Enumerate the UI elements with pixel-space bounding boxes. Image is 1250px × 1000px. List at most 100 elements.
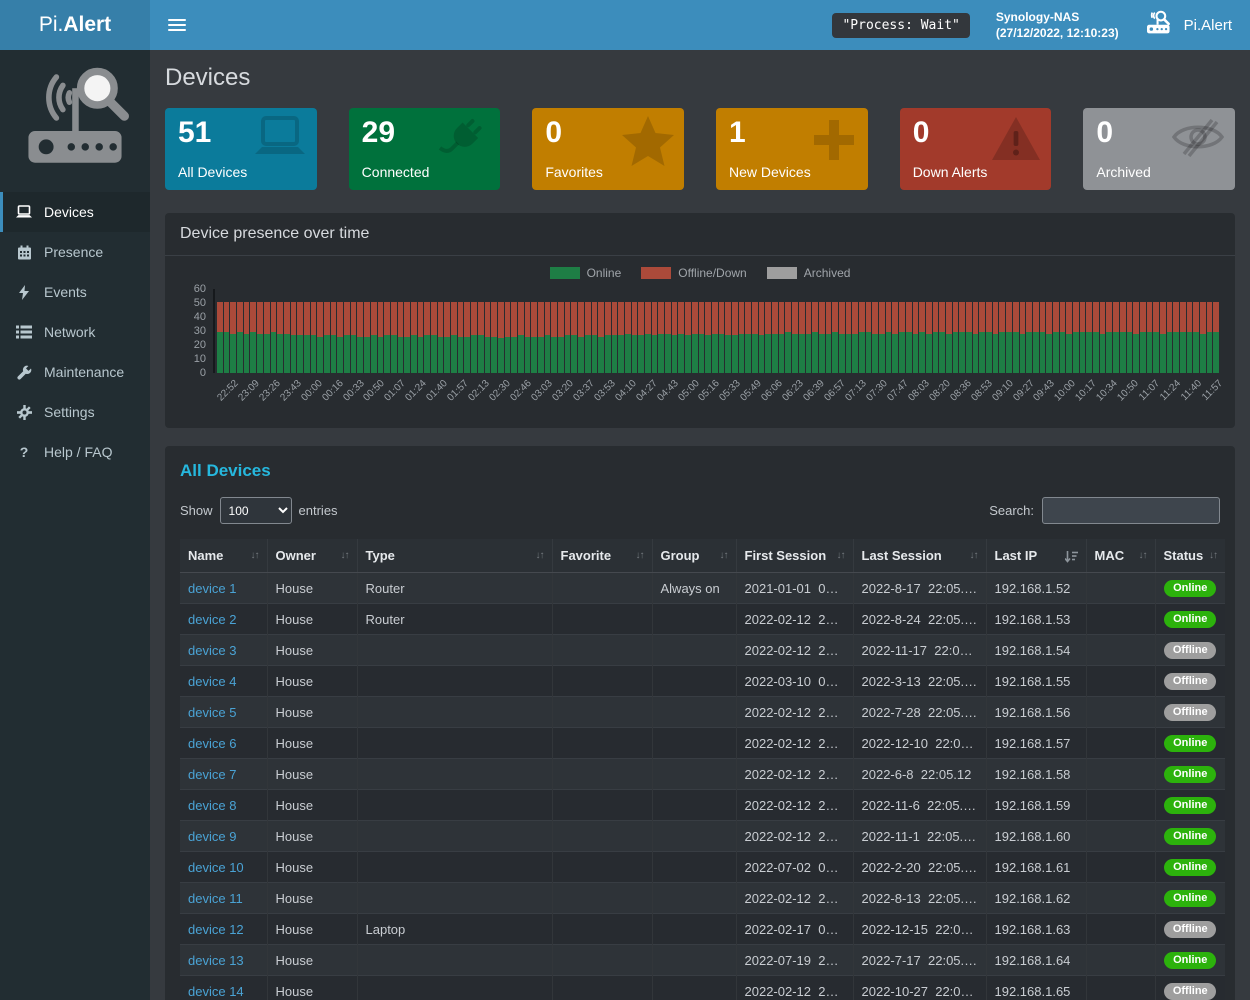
- sidebar-item-settings[interactable]: Settings: [0, 392, 150, 432]
- x-tick: 10:50: [1115, 378, 1142, 404]
- cell-group: [652, 634, 737, 666]
- stacked-bar: [263, 301, 270, 373]
- device-link[interactable]: device 14: [188, 983, 244, 999]
- column-header-favorite[interactable]: Favorite ↓↑: [552, 539, 653, 573]
- device-link[interactable]: device 11: [188, 890, 243, 906]
- stacked-bar: [979, 301, 986, 373]
- cell-name: device 3: [180, 634, 268, 666]
- cell-first_session: 2022-02-12 22:05: [736, 975, 854, 1000]
- cell-favorite: [552, 944, 653, 976]
- column-header-name[interactable]: Name ↓↑: [180, 539, 268, 573]
- cell-favorite: [552, 851, 653, 883]
- device-link[interactable]: device 9: [188, 828, 237, 844]
- stacked-bar: [344, 301, 350, 373]
- x-tick: 08:53: [968, 378, 995, 404]
- sidebar-item-devices[interactable]: Devices: [0, 192, 150, 232]
- stacked-bar: [772, 301, 778, 373]
- sidebar-item-help[interactable]: ? Help / FAQ: [0, 432, 150, 472]
- header-brand[interactable]: Pi.Alert: [1145, 10, 1232, 40]
- x-tick: 06:23: [780, 378, 807, 404]
- card-label: Favorites: [545, 164, 603, 180]
- stacked-bar: [905, 301, 912, 373]
- cell-type: [357, 789, 553, 821]
- cell-status: Offline: [1155, 976, 1225, 1000]
- entries-select[interactable]: 100: [219, 497, 292, 524]
- device-link[interactable]: device 4: [188, 673, 237, 689]
- column-header-last-ip[interactable]: Last IP: [986, 539, 1087, 573]
- x-tick: 08:03: [906, 378, 932, 404]
- device-link[interactable]: device 1: [188, 580, 237, 596]
- cell-status: Offline: [1155, 635, 1225, 666]
- sidebar-item-network[interactable]: Network: [0, 312, 150, 352]
- sidebar-item-events[interactable]: Events: [0, 272, 150, 312]
- column-header-group[interactable]: Group ↓↑: [652, 539, 737, 573]
- device-link[interactable]: device 2: [188, 611, 237, 627]
- column-header-mac[interactable]: MAC ↓↑: [1086, 539, 1156, 573]
- stacked-bar: [1166, 301, 1173, 373]
- card-value: 0: [545, 116, 563, 149]
- status-badge: Online: [1164, 611, 1217, 628]
- column-header-last-session[interactable]: Last Session ↓↑: [853, 539, 987, 573]
- status-badge: Online: [1164, 828, 1217, 845]
- device-link[interactable]: device 7: [188, 766, 237, 782]
- card-down-alerts[interactable]: 0 Down Alerts: [899, 108, 1052, 190]
- legend-item-archived[interactable]: Archived: [766, 266, 850, 280]
- stacked-bar: [1026, 301, 1032, 373]
- legend-item-online[interactable]: Online: [549, 266, 621, 280]
- stacked-bar: [377, 301, 384, 373]
- stacked-bar: [357, 301, 364, 373]
- cell-last_ip: 192.168.1.61: [986, 851, 1087, 883]
- cell-favorite: [552, 603, 653, 635]
- cell-status: Online: [1155, 573, 1225, 604]
- cell-last_session: 2022-6-8 22:05.12: [853, 758, 987, 790]
- device-link[interactable]: device 3: [188, 642, 237, 658]
- table-row: device 11 House 2022-02-12 22:05 2022-8-13 …: [180, 882, 1225, 914]
- stacked-bar: [364, 301, 370, 373]
- router-search-icon: [1145, 10, 1175, 40]
- app-logo[interactable]: Pi. Alert: [0, 0, 150, 50]
- column-label: First Session: [744, 548, 827, 563]
- x-tick: 02:13: [466, 378, 492, 404]
- sidebar-toggle-icon[interactable]: [168, 19, 186, 31]
- sort-icon: ↓↑: [836, 550, 846, 561]
- chart-bars: [213, 289, 1220, 373]
- device-link[interactable]: device 5: [188, 704, 237, 720]
- stacked-bar: [645, 301, 651, 373]
- stacked-bar: [424, 301, 430, 373]
- cell-type: [357, 975, 553, 1000]
- card-connected[interactable]: 29 Connected: [348, 108, 501, 190]
- cell-mac: [1086, 696, 1156, 728]
- stacked-bar: [437, 301, 444, 373]
- cell-favorite: [552, 758, 653, 790]
- device-link[interactable]: device 8: [188, 797, 237, 813]
- column-header-first-session[interactable]: First Session ↓↑: [736, 539, 854, 573]
- stacked-bar: [1046, 301, 1052, 373]
- cell-last_session: 2022-10-27 22:05.23: [853, 975, 987, 1000]
- legend-item-offline-down[interactable]: Offline/Down: [641, 266, 747, 280]
- cell-favorite: [552, 665, 653, 697]
- device-link[interactable]: device 12: [188, 921, 244, 937]
- device-link[interactable]: device 13: [188, 952, 244, 968]
- sidebar-item-maintenance[interactable]: Maintenance: [0, 352, 150, 392]
- card-favorites[interactable]: 0 Favorites: [532, 108, 685, 190]
- stacked-bar: [698, 301, 705, 373]
- device-link[interactable]: device 10: [188, 859, 244, 875]
- card-archived[interactable]: 0 Archived: [1083, 108, 1236, 190]
- status-badge: Online: [1164, 859, 1217, 876]
- cell-type: Laptop: [357, 913, 553, 945]
- search-input[interactable]: [1042, 497, 1220, 524]
- stacked-bar: [892, 301, 899, 373]
- sidebar-item-presence[interactable]: Presence: [0, 232, 150, 272]
- card-all-devices[interactable]: 51 All Devices: [165, 108, 317, 190]
- app-logo-prefix: Pi.: [38, 13, 64, 36]
- sidebar-item-label: Maintenance: [44, 364, 125, 380]
- column-header-status[interactable]: Status ↓↑: [1155, 539, 1225, 573]
- stacked-bar: [237, 301, 243, 373]
- column-header-type[interactable]: Type ↓↑: [357, 539, 553, 573]
- column-header-owner[interactable]: Owner ↓↑: [267, 539, 358, 573]
- status-badge: Offline: [1164, 673, 1217, 690]
- cell-group: [652, 913, 737, 945]
- cell-name: device 7: [180, 758, 268, 790]
- device-link[interactable]: device 6: [188, 735, 237, 751]
- card-new-devices[interactable]: 1 New Devices: [716, 108, 868, 190]
